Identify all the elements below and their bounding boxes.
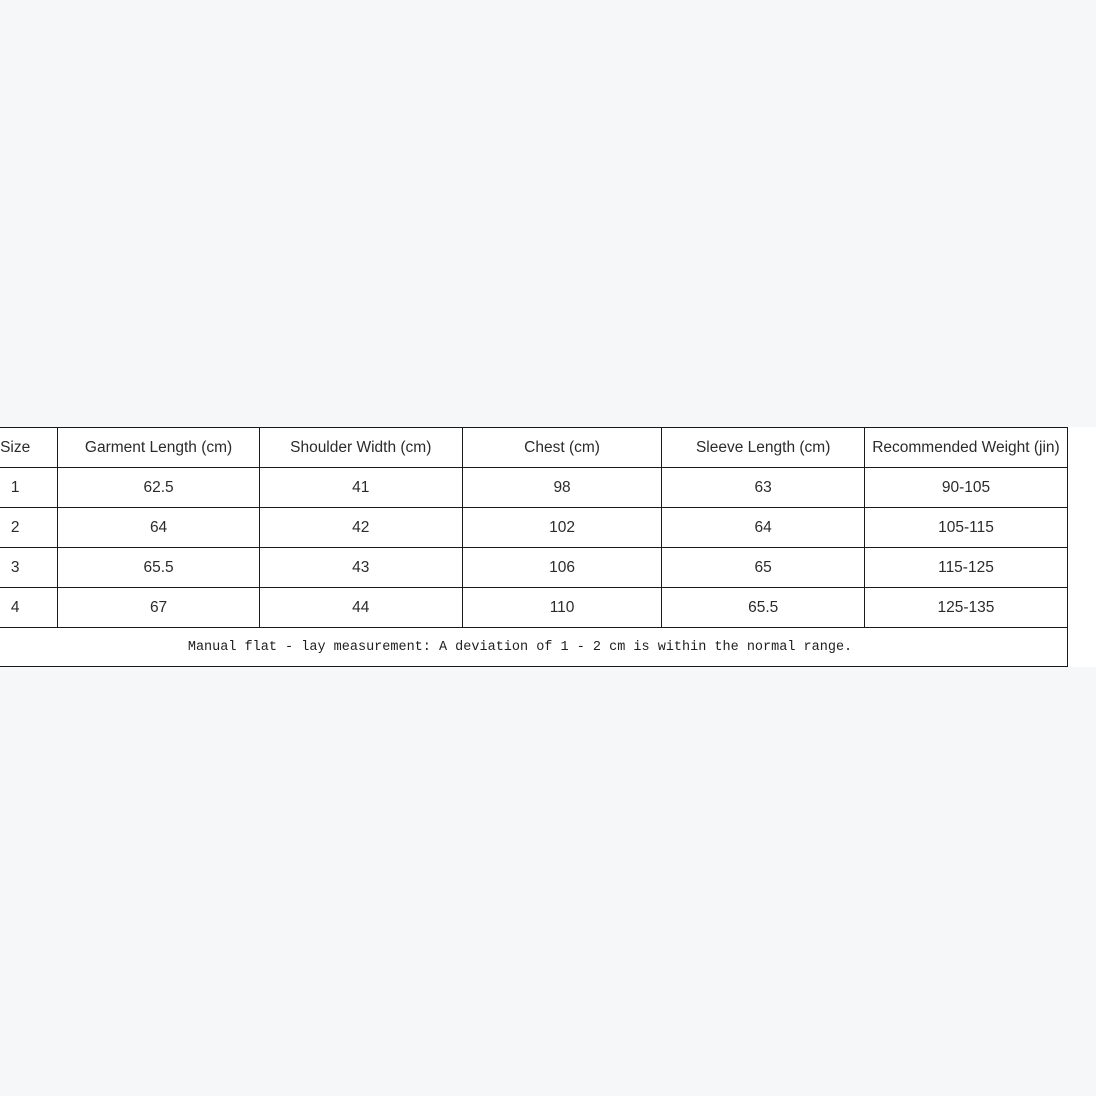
- cell-r3-c5: 125-135: [863, 587, 1069, 628]
- column-header-2: Shoulder Width (cm): [258, 427, 463, 468]
- cell-r3-c2: 44: [258, 587, 463, 628]
- column-header-3: Chest (cm): [461, 427, 663, 468]
- measurement-note: Manual flat - lay measurement: A deviati…: [0, 627, 1068, 667]
- table-body: 1 62.5 41 98 63 90-105 2 64 42 102 64 105-115 3 65.5 4…: [0, 467, 1069, 628]
- cell-r2-c2: 43: [258, 547, 463, 588]
- cell-r0-c0: 1: [0, 467, 59, 508]
- cell-r0-c4: 63: [661, 467, 865, 508]
- cell-r3-c4: 65.5: [661, 587, 865, 628]
- cell-r2-c0: 3: [0, 547, 59, 588]
- column-header-5: Recommended Weight (jin): [863, 427, 1069, 468]
- column-header-4: Sleeve Length (cm): [661, 427, 865, 468]
- cell-r1-c5: 105-115: [863, 507, 1069, 548]
- column-header-0: Size: [0, 427, 59, 468]
- cell-r2-c1: 65.5: [57, 547, 260, 588]
- note-row: Manual flat - lay measurement: A deviati…: [0, 627, 1068, 667]
- cell-r2-c4: 65: [661, 547, 865, 588]
- cell-r0-c1: 62.5: [57, 467, 260, 508]
- cell-r0-c3: 98: [461, 467, 663, 508]
- cell-r1-c2: 42: [258, 507, 463, 548]
- table-row: 2 64 42 102 64 105-115: [0, 507, 1069, 548]
- cell-r0-c2: 41: [258, 467, 463, 508]
- size-chart-table: Size Garment Length (cm) Shoulder Width (c…: [0, 427, 1069, 667]
- cell-r1-c3: 102: [461, 507, 663, 548]
- table-row: 1 62.5 41 98 63 90-105: [0, 467, 1069, 508]
- cell-r0-c5: 90-105: [863, 467, 1069, 508]
- size-chart-section: Size Garment Length (cm) Shoulder Width (c…: [0, 427, 1096, 667]
- cell-r2-c5: 115-125: [863, 547, 1069, 588]
- cell-r2-c3: 106: [461, 547, 663, 588]
- header-row: Size Garment Length (cm) Shoulder Width (c…: [0, 427, 1069, 468]
- cell-r1-c0: 2: [0, 507, 59, 548]
- table-row: 4 67 44 110 65.5 125-135: [0, 587, 1069, 628]
- cell-r3-c3: 110: [461, 587, 663, 628]
- cell-r3-c1: 67: [57, 587, 260, 628]
- cell-r3-c0: 4: [0, 587, 59, 628]
- cell-r1-c1: 64: [57, 507, 260, 548]
- table-row: 3 65.5 43 106 65 115-125: [0, 547, 1069, 588]
- column-header-1: Garment Length (cm): [57, 427, 260, 468]
- cell-r1-c4: 64: [661, 507, 865, 548]
